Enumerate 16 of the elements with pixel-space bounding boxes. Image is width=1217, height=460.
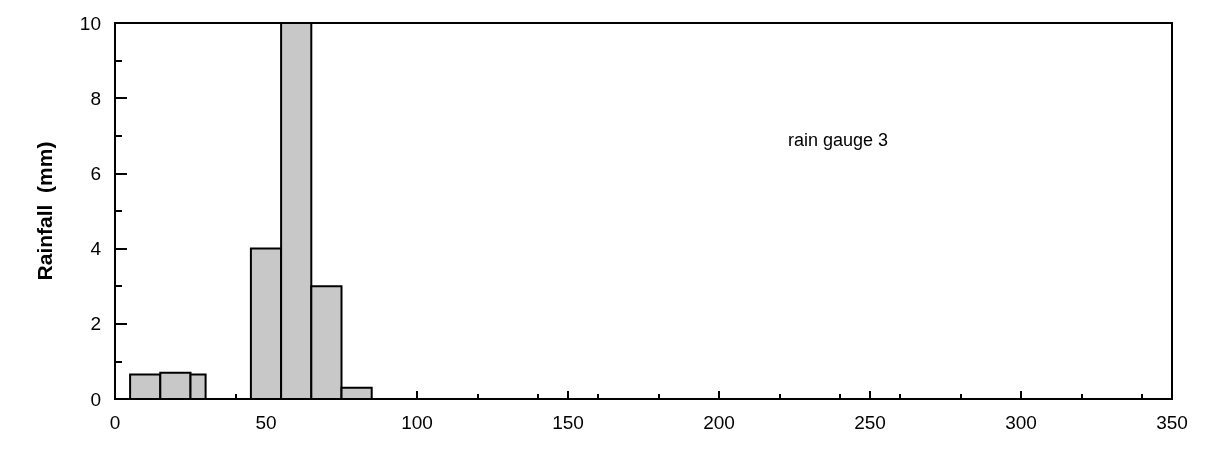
- annotation: rain gauge 3: [788, 130, 889, 150]
- x-tick-label: 100: [401, 412, 433, 433]
- y-tick-label: 0: [90, 388, 101, 410]
- x-tick-label: 150: [552, 412, 584, 433]
- x-tick-label: 0: [109, 412, 121, 433]
- y-tick-label: 4: [90, 238, 102, 260]
- y-tick-label: 10: [79, 12, 101, 34]
- y-axis-title: Rainfall (mm): [33, 141, 56, 281]
- x-tick-label: 250: [854, 412, 886, 433]
- y-tick-label: 6: [90, 162, 101, 184]
- y-tick-label: 2: [90, 313, 101, 335]
- y-tick-label: 8: [90, 87, 101, 109]
- x-tick-label: 200: [703, 412, 735, 433]
- x-tick-label: 50: [255, 412, 277, 433]
- x-tick-label: 300: [1005, 412, 1037, 433]
- x-tick-label: 350: [1156, 412, 1188, 433]
